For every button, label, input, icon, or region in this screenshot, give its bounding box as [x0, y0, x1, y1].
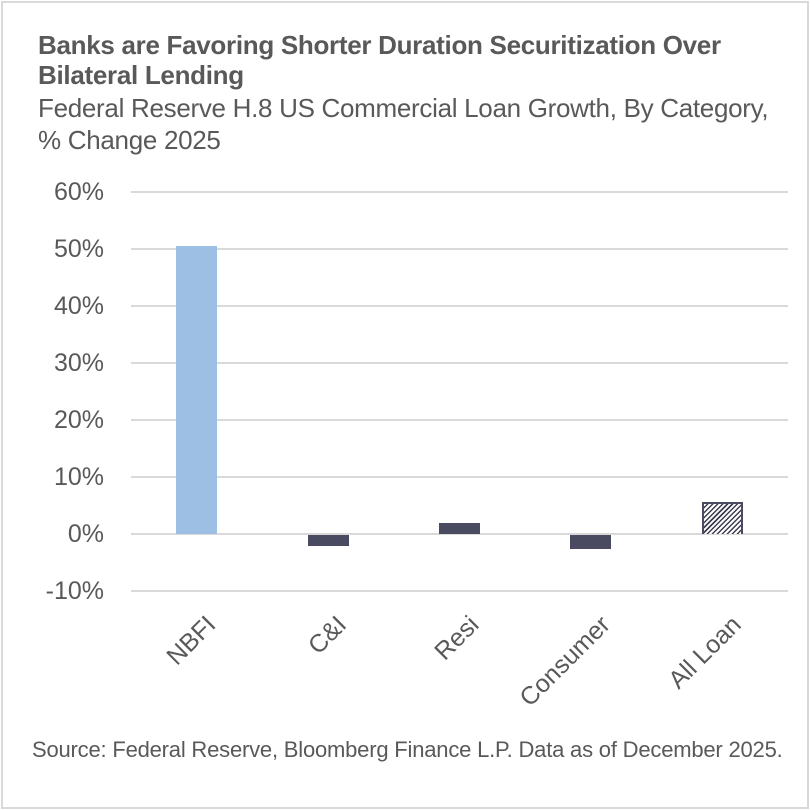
bar-c-i [307, 535, 349, 547]
chart-title: Banks are Favoring Shorter Duration Secu… [38, 30, 721, 90]
x-axis-category-label: C&I [302, 610, 353, 660]
chart-subtitle: Federal Reserve H.8 US Commercial Loan G… [38, 93, 769, 155]
y-axis-tick-label: 30% [53, 349, 104, 377]
gridline [131, 476, 788, 478]
y-axis-tick-label: 40% [53, 292, 104, 320]
bar-consumer [570, 535, 612, 549]
x-axis-category-label: Consumer [514, 610, 616, 712]
y-axis-tick-label: 50% [53, 235, 104, 263]
gridline [131, 305, 788, 307]
gridline [131, 533, 788, 535]
x-axis-category-label: Resi [428, 610, 484, 666]
x-axis-category-label: NBFI [160, 610, 222, 671]
source-note: Source: Federal Reserve, Bloomberg Finan… [32, 737, 783, 762]
y-axis-tick-label: -10% [45, 577, 104, 605]
gridline [131, 248, 788, 250]
bar-nbfi [176, 246, 218, 534]
bar-all-loan [701, 501, 743, 534]
gridline [131, 590, 788, 592]
gridline [131, 362, 788, 364]
gridline [131, 419, 788, 421]
y-axis-tick-label: 20% [53, 406, 104, 434]
y-axis-tick-label: 60% [53, 178, 104, 206]
gridline [131, 191, 788, 193]
x-axis-category-label: All Loan [663, 610, 748, 695]
bar-resi [439, 522, 480, 534]
y-axis-tick-label: 10% [53, 463, 104, 491]
y-axis-tick-label: 0% [67, 520, 104, 548]
